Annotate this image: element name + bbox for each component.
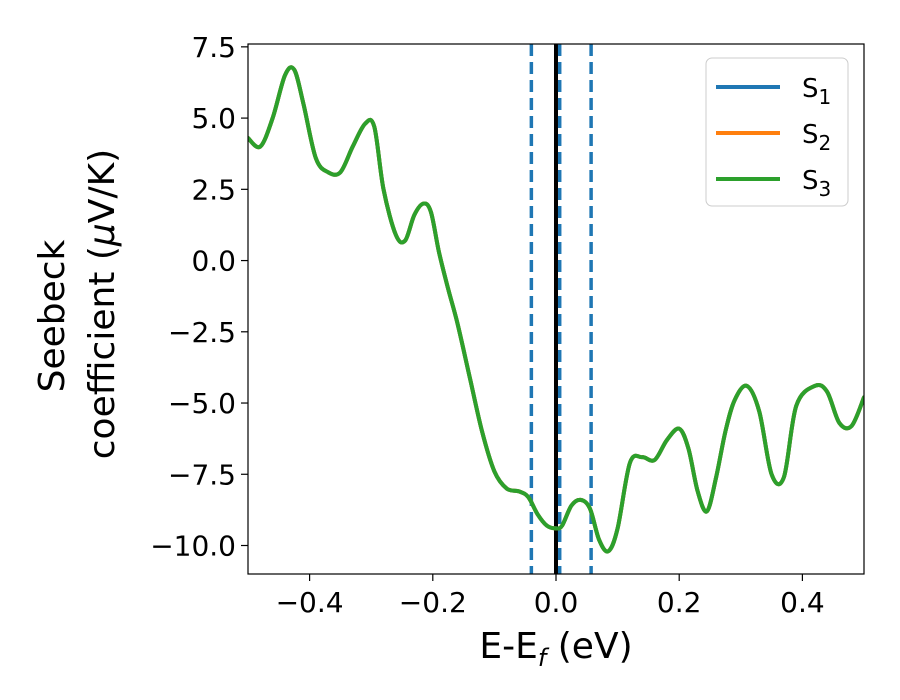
y-axis-title-line1: Seebeck — [32, 239, 73, 392]
x-axis-title-suffix: (eV) — [546, 626, 632, 667]
y-tick-label: −7.5 — [168, 458, 236, 491]
legend-label-s2: S2 — [802, 120, 831, 155]
x-tick-label: −0.2 — [399, 586, 467, 619]
legend: S1 S2 S3 — [705, 57, 849, 207]
y-axis-title-mu: μ — [82, 223, 123, 247]
y-tick-label: −5.0 — [168, 387, 236, 420]
y-axis-title-line2-pre: coefficient ( — [82, 246, 123, 459]
legend-label-s1: S1 — [802, 74, 831, 109]
y-tick-label: 7.5 — [191, 31, 236, 64]
y-tick-label: 2.5 — [191, 173, 236, 206]
x-axis-title: E-Ef (eV) — [479, 626, 632, 672]
y-axis-title-line2-post: V/K) — [82, 149, 123, 223]
y-tick-label: 0.0 — [191, 245, 236, 278]
series-line-s3 — [248, 65, 864, 554]
x-tick-label: 0.4 — [780, 586, 825, 619]
x-tick-label: −0.4 — [276, 586, 344, 619]
x-tick-label: 0.2 — [657, 586, 702, 619]
legend-label-s3: S3 — [802, 166, 831, 201]
y-tick-label: 5.0 — [191, 102, 236, 135]
y-tick-label: −2.5 — [168, 316, 236, 349]
y-axis-title-line2: coefficient (μV/K) — [82, 149, 123, 459]
x-tick-label: 0.0 — [534, 586, 579, 619]
y-tick-label: −10.0 — [150, 530, 236, 563]
x-axis-title-main: E-E — [479, 626, 537, 667]
